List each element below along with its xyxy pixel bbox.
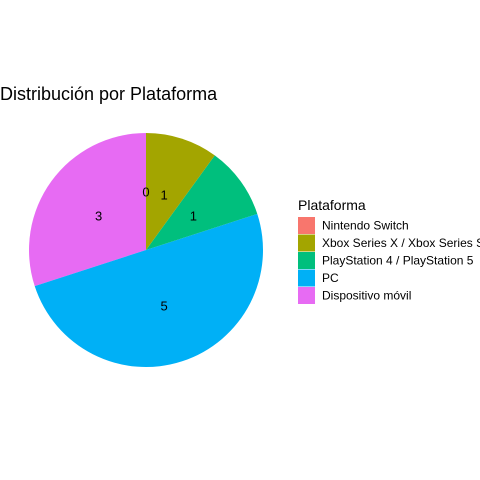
slice-value-label: 0 bbox=[142, 185, 149, 200]
chart-title: Distribución por Plataforma bbox=[0, 84, 218, 104]
legend: Plataforma Nintendo Switch Xbox Series X … bbox=[298, 197, 480, 304]
slice-value-label: 1 bbox=[190, 209, 197, 224]
pie-slice-xbox-series-x-xbox-series-s bbox=[146, 133, 215, 250]
pie-slice-pc bbox=[34, 213, 264, 368]
slice-value-label: 3 bbox=[95, 209, 102, 224]
legend-label: PlayStation 4 / PlayStation 5 bbox=[322, 254, 474, 268]
pie-slice-dispositivo-m-vil bbox=[28, 133, 146, 287]
legend-label: Dispositivo móvil bbox=[322, 289, 411, 303]
legend-swatch bbox=[298, 234, 315, 252]
pie-slices bbox=[28, 133, 264, 368]
legend-swatch bbox=[298, 287, 315, 304]
legend-title: Plataforma bbox=[298, 197, 366, 213]
legend-label: Nintendo Switch bbox=[322, 219, 409, 233]
slice-value-label: 1 bbox=[160, 187, 167, 202]
pie-slice-playstation-4-playstation-5 bbox=[146, 155, 258, 250]
slice-value-label: 5 bbox=[160, 299, 167, 314]
legend-swatch bbox=[298, 217, 315, 234]
legend-swatch bbox=[298, 252, 315, 269]
legend-label: Xbox Series X / Xbox Series S bbox=[322, 236, 480, 250]
legend-label: PC bbox=[322, 271, 339, 285]
legend-swatch bbox=[298, 269, 315, 287]
